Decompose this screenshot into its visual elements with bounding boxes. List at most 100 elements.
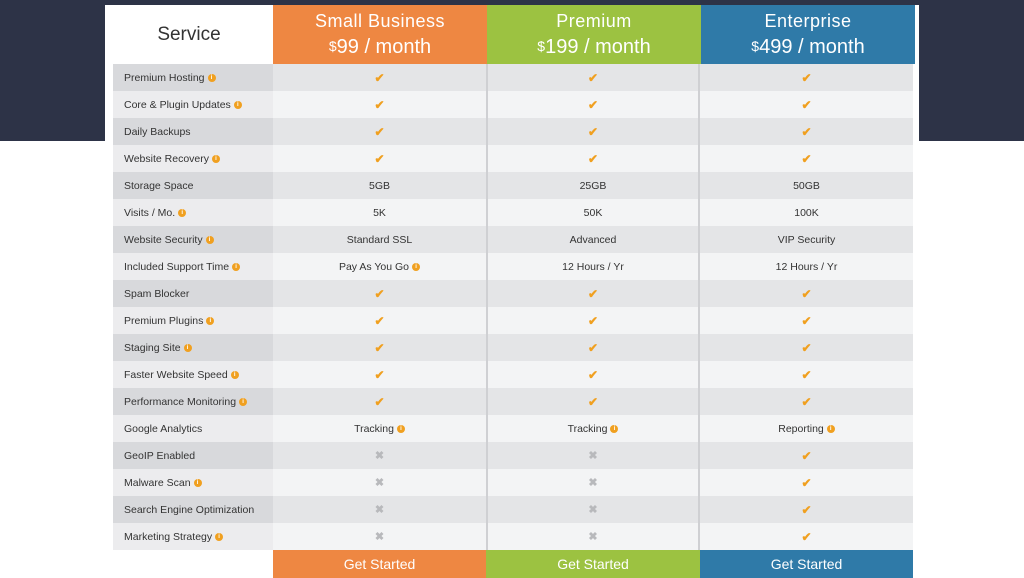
info-icon[interactable]: i bbox=[412, 262, 421, 271]
info-icon[interactable]: i bbox=[193, 478, 202, 487]
service-heading: Service bbox=[105, 5, 273, 64]
cross-icon: ✖ bbox=[374, 477, 385, 489]
feature-label-text: Premium Hosting bbox=[124, 71, 205, 84]
plan-header-small-business: Small Business $99 / month bbox=[273, 5, 487, 64]
feature-value: Reporting bbox=[778, 422, 824, 435]
footer-spacer bbox=[113, 550, 273, 578]
feature-label: Google Analytics bbox=[113, 415, 273, 442]
info-icon[interactable]: i bbox=[239, 397, 248, 406]
info-icon[interactable]: i bbox=[826, 424, 835, 433]
feature-label-text: Website Security bbox=[124, 233, 203, 246]
info-icon[interactable]: i bbox=[215, 532, 224, 541]
plan-name: Small Business bbox=[314, 11, 446, 31]
feature-rows: Premium Hosting i ✔ ✔ ✔ Core & Plugin Updates… bbox=[113, 64, 913, 550]
check-icon: ✔ bbox=[587, 367, 599, 382]
plan-header-enterprise: Enterprise $499 / month bbox=[701, 5, 915, 64]
check-icon: ✔ bbox=[801, 367, 812, 382]
check-icon: ✔ bbox=[374, 286, 385, 301]
feature-cell: ✖ bbox=[273, 496, 486, 523]
check-icon: ✔ bbox=[801, 151, 812, 166]
table-row: Faster Website Speed i ✔ ✔ ✔ bbox=[113, 361, 913, 388]
feature-label-text: Search Engine Optimization bbox=[124, 503, 255, 516]
feature-cell: ✖ bbox=[486, 523, 700, 550]
feature-label-text: Storage Space bbox=[124, 179, 194, 192]
feature-cell: ✔ bbox=[486, 334, 700, 361]
feature-cell: 12 Hours / Yr bbox=[486, 253, 700, 280]
info-icon[interactable]: i bbox=[207, 73, 216, 82]
feature-label: Malware Scan i bbox=[113, 469, 273, 496]
feature-cell: ✔ bbox=[700, 469, 913, 496]
info-icon[interactable]: i bbox=[205, 235, 214, 244]
plan-price: $499 / month bbox=[751, 36, 865, 58]
table-row: Storage Space 5GB 25GB 50GB bbox=[113, 172, 913, 199]
info-icon[interactable]: i bbox=[178, 208, 187, 217]
feature-label: GeoIP Enabled bbox=[113, 442, 273, 469]
info-icon[interactable]: i bbox=[212, 154, 221, 163]
table-row: Visits / Mo. i 5K 50K 100K bbox=[113, 199, 913, 226]
feature-cell: ✔ bbox=[700, 523, 913, 550]
feature-cell: VIP Security bbox=[700, 226, 913, 253]
feature-cell: ✔ bbox=[700, 118, 913, 145]
feature-label-text: Website Recovery bbox=[124, 152, 210, 165]
table-row: Core & Plugin Updates i ✔ ✔ ✔ bbox=[113, 91, 913, 118]
feature-label: Marketing Strategy i bbox=[113, 523, 273, 550]
get-started-button-premium[interactable]: Get Started bbox=[486, 550, 700, 578]
feature-cell: ✔ bbox=[273, 307, 486, 334]
info-icon[interactable]: i bbox=[183, 343, 192, 352]
feature-cell: 5K bbox=[273, 199, 486, 226]
feature-label: Staging Site i bbox=[113, 334, 273, 361]
feature-value: Advanced bbox=[569, 233, 617, 246]
feature-label-text: Staging Site bbox=[124, 341, 181, 354]
check-icon: ✔ bbox=[801, 124, 812, 139]
info-icon[interactable]: i bbox=[610, 424, 619, 433]
check-icon: ✔ bbox=[801, 70, 812, 85]
plan-name: Premium bbox=[556, 11, 632, 31]
table-row: Daily Backups ✔ ✔ ✔ bbox=[113, 118, 913, 145]
cross-icon: ✖ bbox=[374, 531, 385, 543]
feature-cell: ✔ bbox=[273, 280, 486, 307]
check-icon: ✔ bbox=[587, 340, 599, 355]
check-icon: ✔ bbox=[801, 394, 812, 409]
check-icon: ✔ bbox=[587, 286, 599, 301]
info-icon[interactable]: i bbox=[230, 370, 239, 379]
feature-cell: ✔ bbox=[273, 118, 486, 145]
get-started-button-enterprise[interactable]: Get Started bbox=[700, 550, 913, 578]
feature-cell: 25GB bbox=[486, 172, 700, 199]
info-icon[interactable]: i bbox=[206, 316, 215, 325]
cross-icon: ✖ bbox=[588, 477, 598, 489]
feature-value: 5K bbox=[373, 206, 386, 219]
info-icon[interactable]: i bbox=[232, 262, 241, 271]
info-icon[interactable]: i bbox=[233, 100, 242, 109]
info-icon[interactable]: i bbox=[396, 424, 405, 433]
get-started-button-small-business[interactable]: Get Started bbox=[273, 550, 486, 578]
feature-cell: ✔ bbox=[273, 145, 486, 172]
feature-value: 5GB bbox=[368, 179, 390, 192]
feature-cell: ✔ bbox=[700, 361, 913, 388]
check-icon: ✔ bbox=[374, 70, 385, 85]
check-icon: ✔ bbox=[587, 313, 599, 328]
feature-cell: ✔ bbox=[486, 388, 700, 415]
feature-cell: Tracking i bbox=[273, 415, 486, 442]
feature-label-text: Daily Backups bbox=[124, 125, 191, 138]
table-row: Premium Hosting i ✔ ✔ ✔ bbox=[113, 64, 913, 91]
feature-label-text: Core & Plugin Updates bbox=[124, 98, 231, 111]
feature-cell: ✔ bbox=[273, 361, 486, 388]
feature-label-text: Spam Blocker bbox=[124, 287, 190, 300]
feature-label-text: GeoIP Enabled bbox=[124, 449, 196, 462]
check-icon: ✔ bbox=[587, 70, 599, 85]
feature-cell: Pay As You Go i bbox=[273, 253, 486, 280]
feature-cell: 5GB bbox=[273, 172, 486, 199]
feature-cell: ✖ bbox=[273, 469, 486, 496]
feature-value: 100K bbox=[794, 206, 819, 219]
feature-cell: Advanced bbox=[486, 226, 700, 253]
feature-cell: ✔ bbox=[273, 388, 486, 415]
feature-cell: ✔ bbox=[486, 145, 700, 172]
feature-cell: ✔ bbox=[273, 64, 486, 91]
feature-cell: ✔ bbox=[273, 91, 486, 118]
feature-label: Daily Backups bbox=[113, 118, 273, 145]
feature-cell: 50K bbox=[486, 199, 700, 226]
feature-label: Included Support Time i bbox=[113, 253, 273, 280]
feature-cell: ✖ bbox=[273, 523, 486, 550]
table-row: Performance Monitoring i ✔ ✔ ✔ bbox=[113, 388, 913, 415]
feature-label-text: Marketing Strategy bbox=[124, 530, 213, 543]
